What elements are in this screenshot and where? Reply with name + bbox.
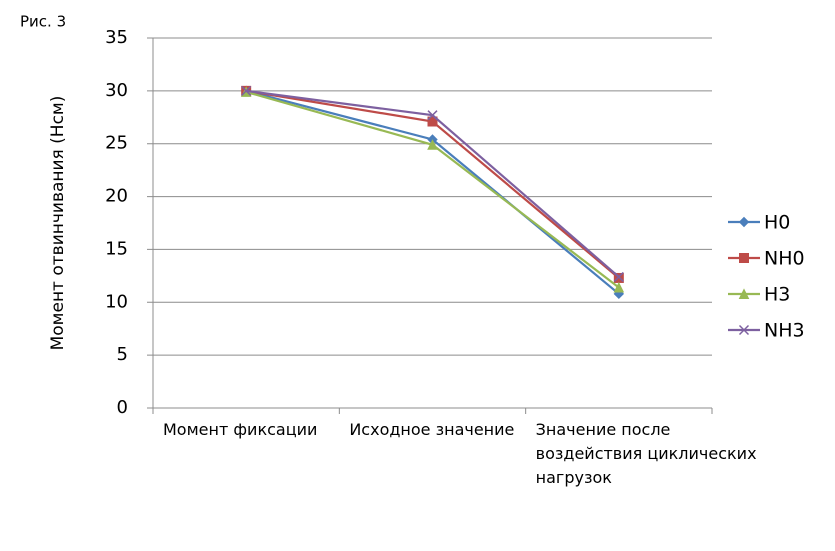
- x-tick-label: Значение после воздействия циклических н…: [535, 420, 757, 487]
- legend-label: H0: [764, 212, 790, 234]
- y-tick-label: 10: [105, 291, 128, 312]
- legend-label: NH3: [764, 320, 805, 342]
- y-tick-label: 30: [105, 80, 128, 101]
- marker: [738, 216, 750, 228]
- legend-label: H3: [764, 284, 790, 306]
- x-tick-label: Исходное значение: [349, 420, 515, 439]
- x-tick-label-box: Значение после воздействия циклических н…: [535, 420, 757, 487]
- marker: [427, 110, 438, 121]
- legend-label: NH0: [764, 248, 805, 270]
- marker: [241, 85, 252, 96]
- marker: [613, 281, 625, 293]
- y-tick-label: 20: [105, 186, 128, 207]
- marker: [738, 288, 750, 299]
- y-tick-label: 0: [117, 397, 128, 418]
- marker: [613, 271, 624, 282]
- x-tick-label: Момент фиксации: [163, 420, 318, 439]
- y-axis-label: Момент отвинчивания (Нсм): [48, 96, 68, 351]
- y-tick-label: 25: [105, 133, 128, 154]
- y-tick-label: 35: [105, 27, 128, 48]
- marker: [738, 324, 750, 336]
- y-tick-label: 5: [117, 344, 128, 365]
- marker: [427, 139, 438, 150]
- x-tick-label-box: Момент фиксации: [163, 420, 318, 439]
- marker: [427, 116, 438, 127]
- chart-title: Рис. 3: [20, 13, 66, 31]
- x-tick-label-box: Исходное значение: [349, 420, 515, 439]
- y-tick-label: 15: [105, 238, 128, 259]
- marker: [739, 253, 749, 263]
